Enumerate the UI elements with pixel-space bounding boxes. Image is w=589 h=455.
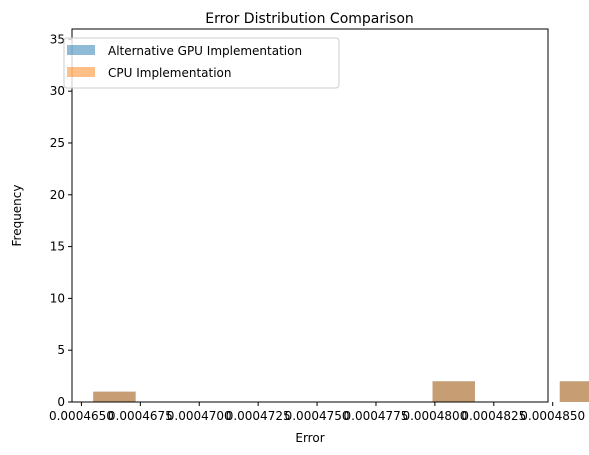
y-tick-label: 5: [57, 343, 65, 357]
chart-title: Error Distribution Comparison: [205, 11, 414, 27]
x-tick-label: 0.0004675: [108, 409, 173, 423]
y-tick-label: 30: [50, 84, 65, 98]
series-gpu-bars: [93, 381, 589, 402]
x-tick-label: 0.0004775: [344, 409, 409, 423]
y-tick-label: 20: [50, 188, 65, 202]
bar-cpu: [432, 381, 475, 402]
x-tick-label: 0.0004650: [49, 409, 114, 423]
legend-label-cpu: CPU Implementation: [108, 66, 232, 80]
x-axis-label: Error: [295, 431, 324, 445]
y-tick-label: 15: [50, 240, 65, 254]
legend-swatch-cpu: [67, 67, 95, 77]
legend-label-gpu: Alternative GPU Implementation: [108, 44, 302, 58]
y-axis-label: Frequency: [10, 185, 24, 247]
x-tick-label: 0.0004700: [167, 409, 232, 423]
bar-cpu: [93, 391, 136, 402]
y-tick-label: 0: [57, 395, 65, 409]
x-tick-label: 0.0004750: [285, 409, 350, 423]
y-tick-label: 10: [50, 291, 65, 305]
y-tick-label: 35: [50, 32, 65, 46]
legend: Alternative GPU Implementation CPU Imple…: [63, 37, 340, 89]
x-axis: 0.00046500.00046750.00047000.00047250.00…: [49, 402, 585, 423]
plot-frame: [71, 28, 549, 403]
series-cpu-bars: [93, 381, 589, 402]
x-tick-label: 0.0004850: [520, 409, 585, 423]
x-tick-label: 0.0004725: [226, 409, 291, 423]
x-tick-label: 0.0004800: [402, 409, 467, 423]
legend-box: [63, 37, 340, 89]
legend-swatch-gpu: [67, 45, 95, 55]
y-tick-label: 25: [50, 136, 65, 150]
x-tick-label: 0.0004825: [461, 409, 526, 423]
bar-cpu: [559, 381, 589, 402]
y-axis: 0 5 10 15 20 25 30 35: [50, 32, 72, 409]
